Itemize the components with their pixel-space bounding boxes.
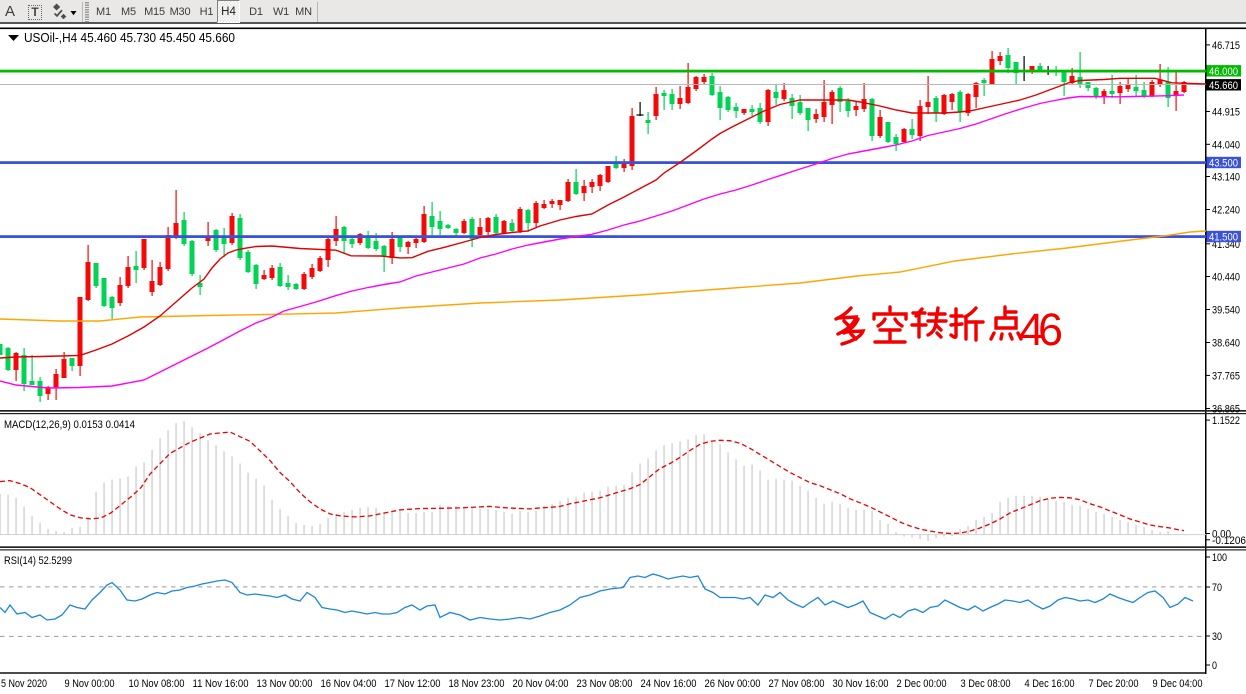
svg-text:2 Dec 00:00: 2 Dec 00:00: [897, 678, 947, 690]
svg-text:10 Nov 08:00: 10 Nov 08:00: [129, 678, 185, 690]
svg-text:9 Dec 04:00: 9 Dec 04:00: [1153, 678, 1203, 690]
svg-text:30: 30: [1212, 631, 1222, 643]
svg-text:40.440: 40.440: [1212, 272, 1240, 284]
svg-text:30 Nov 16:00: 30 Nov 16:00: [833, 678, 889, 690]
svg-text:44.915: 44.915: [1212, 107, 1240, 119]
svg-text:5 Nov 2020: 5 Nov 2020: [1, 678, 47, 690]
svg-text:70: 70: [1212, 582, 1222, 594]
svg-text:20 Nov 04:00: 20 Nov 04:00: [513, 678, 569, 690]
svg-text:3 Dec 08:00: 3 Dec 08:00: [961, 678, 1011, 690]
svg-text:11 Nov 16:00: 11 Nov 16:00: [193, 678, 249, 690]
svg-text:39.540: 39.540: [1212, 305, 1240, 317]
svg-text:46: 46: [1019, 304, 1063, 355]
svg-text:36.865: 36.865: [1212, 404, 1240, 416]
svg-text:44.040: 44.040: [1212, 139, 1240, 151]
svg-text:46.715: 46.715: [1212, 40, 1240, 52]
svg-text:100: 100: [1212, 552, 1227, 564]
svg-text:46.000: 46.000: [1209, 66, 1238, 78]
svg-text:41.500: 41.500: [1209, 232, 1238, 244]
svg-text:45.660: 45.660: [1209, 80, 1238, 92]
svg-text:37.765: 37.765: [1212, 370, 1240, 382]
svg-text:27 Nov 08:00: 27 Nov 08:00: [769, 678, 825, 690]
svg-text:18 Nov 23:00: 18 Nov 23:00: [449, 678, 505, 690]
svg-text:16 Nov 04:00: 16 Nov 04:00: [321, 678, 377, 690]
svg-text:13 Nov 00:00: 13 Nov 00:00: [257, 678, 313, 690]
svg-text:-0.1206: -0.1206: [1212, 535, 1246, 547]
svg-text:43.140: 43.140: [1212, 172, 1240, 184]
svg-text:24 Nov 16:00: 24 Nov 16:00: [641, 678, 697, 690]
svg-text:0: 0: [1212, 660, 1217, 672]
svg-text:38.640: 38.640: [1212, 338, 1240, 350]
svg-text:23 Nov 08:00: 23 Nov 08:00: [577, 678, 633, 690]
svg-text:9 Nov 00:00: 9 Nov 00:00: [65, 678, 115, 690]
svg-text:1.1522: 1.1522: [1212, 415, 1240, 427]
svg-text:42.240: 42.240: [1212, 205, 1240, 217]
svg-text:7 Dec 20:00: 7 Dec 20:00: [1089, 678, 1139, 690]
svg-text:MACD(12,26,9) 0.0153 0.0414: MACD(12,26,9) 0.0153 0.0414: [4, 419, 135, 431]
svg-text:USOil-,H4 45.460 45.730 45.45: USOil-,H4 45.460 45.730 45.450 45.660: [24, 31, 235, 45]
svg-text:RSI(14) 52.5299: RSI(14) 52.5299: [4, 555, 72, 567]
svg-text:43.500: 43.500: [1209, 158, 1238, 170]
svg-text:4 Dec 16:00: 4 Dec 16:00: [1025, 678, 1075, 690]
svg-text:26 Nov 00:00: 26 Nov 00:00: [705, 678, 761, 690]
svg-text:0.00: 0.00: [1212, 529, 1231, 541]
svg-text:17 Nov 12:00: 17 Nov 12:00: [385, 678, 441, 690]
